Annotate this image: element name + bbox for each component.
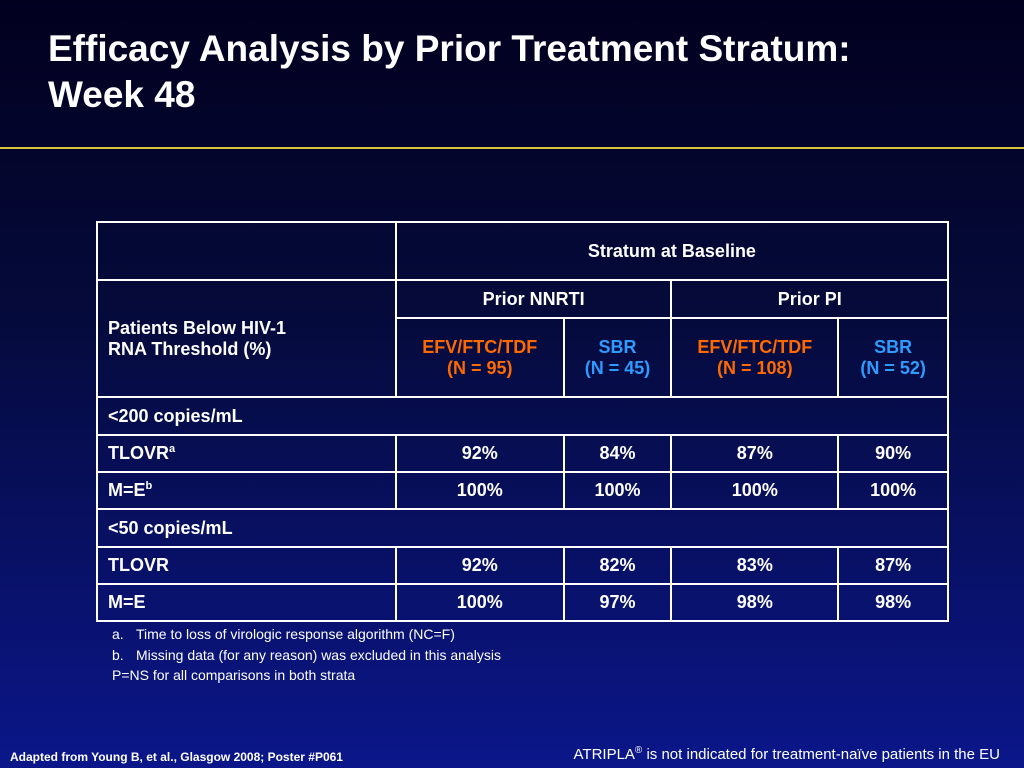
arm-name: SBR	[874, 336, 913, 357]
value-cell: 100%	[394, 583, 565, 622]
value-cell: 82%	[562, 546, 673, 585]
empty-corner-cell	[96, 221, 397, 281]
row-label: TLOVR	[96, 546, 397, 585]
value-cell: 87%	[837, 546, 949, 585]
section-label-200: <200 copies/mL	[96, 396, 949, 436]
arm-header-pi-efv: EFV/FTC/TDF (N = 108)	[670, 317, 840, 398]
arm-header-nnrti-sbr: SBR (N = 45)	[562, 317, 673, 398]
arm-n: (N = 95)	[446, 357, 513, 378]
row-label-line-2: RNA Threshold (%)	[108, 338, 272, 359]
arm-name: SBR	[598, 336, 637, 357]
footnote-text: P=NS for all comparisons in both strata	[112, 667, 356, 683]
row-label: TLOVRa	[96, 434, 397, 473]
arm-header-row: EFV/FTC/TDF (N = 95) SBR (N = 45) EFV/FT…	[97, 317, 949, 398]
table-row: M=Eb 100% 100% 100% 100%	[96, 471, 949, 510]
brand-name: ATRIPLA	[573, 746, 635, 763]
value-cell: 100%	[670, 471, 840, 510]
table-row: M=E 100% 97% 98% 98%	[96, 583, 949, 622]
table-row: TLOVR 92% 82% 83% 87%	[96, 546, 949, 585]
eu-disclaimer: ATRIPLA® is not indicated for treatment-…	[573, 745, 1000, 764]
row-label-text: M=E	[108, 480, 146, 500]
footnote-a: a. Time to loss of virologic response alg…	[112, 624, 501, 645]
group-header-prior-pi: Prior PI	[670, 279, 949, 319]
arm-name: EFV/FTC/TDF	[422, 336, 538, 357]
section-row: <50 copies/mL	[96, 508, 949, 548]
value-cell: 92%	[394, 434, 565, 473]
section-label-50: <50 copies/mL	[96, 508, 949, 548]
footnote-text: Time to loss of virologic response algor…	[136, 626, 455, 642]
group-header-row: Patients Below HIV-1 RNA Threshold (%) P…	[96, 279, 949, 398]
stratum-header: Stratum at Baseline	[394, 221, 950, 281]
value-cell: 87%	[670, 434, 840, 473]
table-row: TLOVRa 92% 84% 87% 90%	[96, 434, 949, 473]
value-cell: 100%	[837, 471, 949, 510]
title-divider	[0, 147, 1024, 149]
value-cell: 98%	[670, 583, 840, 622]
group-header-prior-nnrti: Prior NNRTI	[394, 279, 673, 319]
source-citation: Adapted from Young B, et al., Glasgow 20…	[10, 750, 343, 764]
footnote-label: a.	[112, 626, 124, 642]
disclaimer-text: is not indicated for treatment-naïve pat…	[642, 746, 1000, 763]
footnote-pns: P=NS for all comparisons in both strata	[112, 665, 501, 686]
value-cell: 97%	[562, 583, 673, 622]
row-label-line-1: Patients Below HIV-1	[108, 317, 287, 338]
value-cell: 98%	[837, 583, 949, 622]
row-label-header: Patients Below HIV-1 RNA Threshold (%)	[96, 279, 397, 398]
arm-n: (N = 52)	[860, 357, 926, 378]
footnotes: a. Time to loss of virologic response alg…	[112, 624, 501, 686]
slide-title-line-1: Efficacy Analysis by Prior Treatment Str…	[48, 28, 851, 69]
row-label-text: TLOVR	[108, 443, 169, 463]
footnote-b: b. Missing data (for any reason) was excl…	[112, 645, 501, 666]
value-cell: 84%	[562, 434, 673, 473]
slide-title-line-2: Week 48	[48, 74, 196, 115]
footnote-marker: a	[169, 443, 176, 455]
footnote-label: b.	[112, 646, 124, 663]
section-row: <200 copies/mL	[96, 396, 949, 436]
slide-title: Efficacy Analysis by Prior Treatment Str…	[48, 26, 1008, 118]
table-header-row: Stratum at Baseline	[96, 221, 950, 281]
arm-n: (N = 108)	[717, 357, 793, 378]
row-label-text: TLOVR	[108, 555, 169, 575]
value-cell: 92%	[394, 546, 565, 585]
footnote-text: Missing data (for any reason) was exclud…	[136, 646, 501, 663]
registered-mark: ®	[634, 745, 643, 756]
value-cell: 83%	[670, 546, 840, 585]
arm-header-pi-sbr: SBR (N = 52)	[837, 317, 949, 398]
value-cell: 100%	[394, 471, 565, 510]
row-label: M=Eb	[96, 471, 397, 510]
row-label-text: M=E	[108, 592, 146, 612]
row-label: M=E	[96, 583, 397, 622]
value-cell: 90%	[837, 434, 949, 473]
arm-header-nnrti-efv: EFV/FTC/TDF (N = 95)	[394, 317, 565, 398]
arm-name: EFV/FTC/TDF	[697, 336, 813, 357]
value-cell: 100%	[562, 471, 673, 510]
efficacy-table: Stratum at Baseline Patients Below HIV-1…	[96, 221, 950, 622]
arm-n: (N = 45)	[584, 357, 651, 378]
footnote-marker: b	[145, 480, 153, 492]
